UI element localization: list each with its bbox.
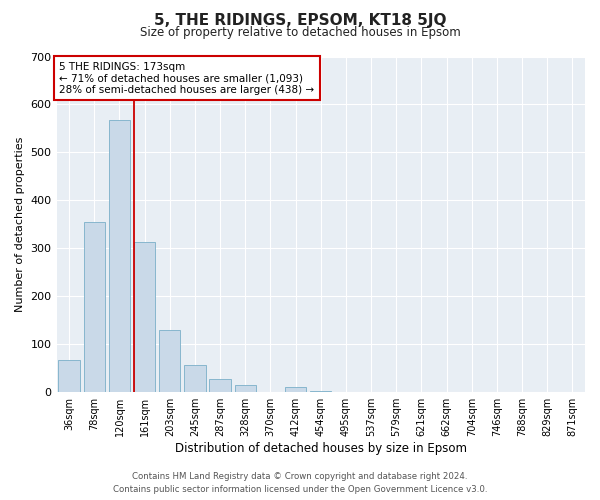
- Bar: [58, 360, 80, 392]
- Y-axis label: Number of detached properties: Number of detached properties: [15, 136, 25, 312]
- Bar: [209, 380, 231, 392]
- Bar: [235, 386, 256, 392]
- Bar: [184, 365, 206, 392]
- Bar: [83, 222, 105, 392]
- Bar: [159, 330, 181, 392]
- Text: Size of property relative to detached houses in Epsom: Size of property relative to detached ho…: [140, 26, 460, 39]
- Text: 5, THE RIDINGS, EPSOM, KT18 5JQ: 5, THE RIDINGS, EPSOM, KT18 5JQ: [154, 12, 446, 28]
- Bar: [285, 388, 307, 392]
- Text: Contains HM Land Registry data © Crown copyright and database right 2024.
Contai: Contains HM Land Registry data © Crown c…: [113, 472, 487, 494]
- Bar: [310, 391, 331, 392]
- Bar: [134, 242, 155, 392]
- Text: 5 THE RIDINGS: 173sqm
← 71% of detached houses are smaller (1,093)
28% of semi-d: 5 THE RIDINGS: 173sqm ← 71% of detached …: [59, 62, 314, 94]
- X-axis label: Distribution of detached houses by size in Epsom: Distribution of detached houses by size …: [175, 442, 467, 455]
- Bar: [109, 120, 130, 392]
